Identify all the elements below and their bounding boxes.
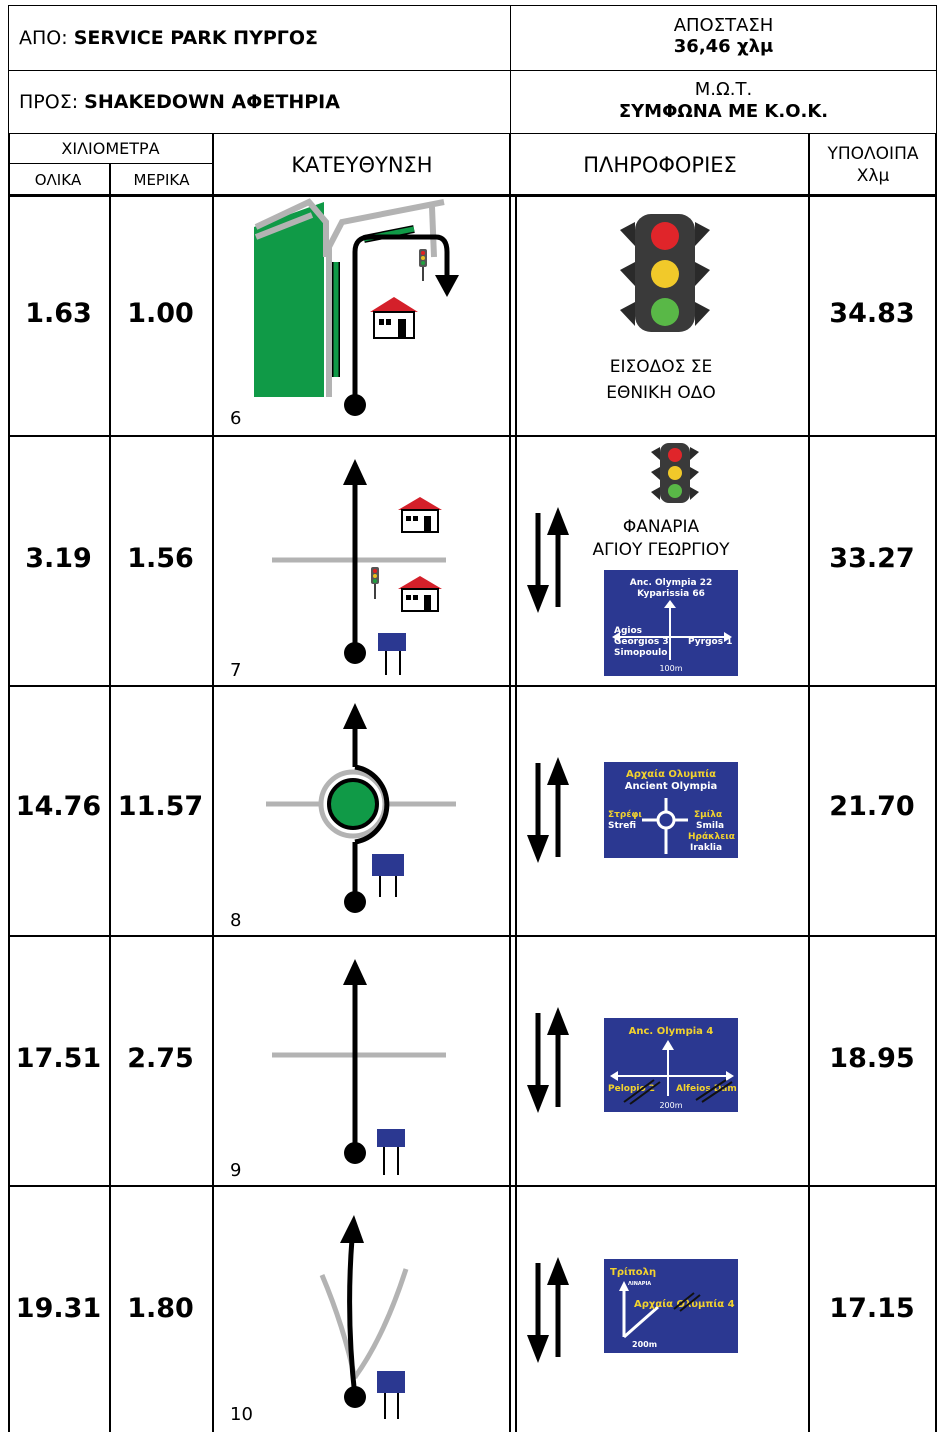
sign-text: Ancient Olympia bbox=[625, 781, 718, 792]
traffic-light-icon bbox=[419, 249, 427, 281]
total-km: 1.63 bbox=[25, 298, 92, 329]
sign-text: Στρέφι bbox=[608, 809, 642, 820]
sign-text: Αρχαία Ολυμπία 4 bbox=[634, 1298, 735, 1310]
remaining-header-2: Χλμ bbox=[856, 166, 890, 186]
sign-text: Strefi bbox=[608, 821, 636, 831]
sign-text: Pyrgos 1 bbox=[688, 637, 732, 647]
sign-text: Anc. Olympia 4 bbox=[629, 1026, 714, 1037]
sign-text: Pelopio 2 bbox=[608, 1084, 655, 1094]
sign-text: Alfeios Dam 2 bbox=[676, 1084, 738, 1094]
distance-value: 36,46 χλμ bbox=[673, 36, 774, 57]
sign-icon bbox=[378, 633, 406, 675]
info-text-2: ΕΘΝΙΚΗ ΟΔΟ bbox=[606, 383, 716, 403]
sign-text: ΛΙΝΑΡΙΑ bbox=[628, 1281, 651, 1287]
sign-text: Agios bbox=[614, 626, 642, 636]
sign-text: Τρίπολη bbox=[610, 1266, 656, 1278]
from-label: ΑΠΟ: bbox=[19, 27, 68, 49]
sign-text: Simopoulo bbox=[614, 648, 667, 658]
traffic-light-icon bbox=[620, 214, 710, 332]
row-index: 7 bbox=[230, 660, 242, 681]
row-index: 9 bbox=[230, 1160, 242, 1181]
junction-diagram bbox=[254, 198, 459, 416]
sign-text: 200m bbox=[659, 1101, 682, 1110]
total-km: 3.19 bbox=[25, 543, 92, 574]
sign-text: Anc. Olympia 22 bbox=[630, 578, 713, 588]
sign-text: 100m bbox=[659, 664, 682, 673]
road-sign-anc-olympia: Anc. Olympia 22 Kyparissia 66 Agios Geor… bbox=[604, 570, 738, 676]
partial-km: 11.57 bbox=[117, 791, 204, 822]
fork-diagram bbox=[319, 1215, 409, 1419]
sign-text: Iraklia bbox=[690, 843, 722, 853]
speed-label: Μ.Ω.Τ. bbox=[694, 79, 753, 100]
distance-label: ΑΠΟΣΤΑΣΗ bbox=[673, 15, 774, 36]
remaining-km: 17.15 bbox=[829, 1293, 915, 1324]
km-header: ΧΙΛΙΟΜΕΤΡΑ bbox=[61, 139, 160, 158]
info-text-2: ΑΓΙΟΥ ΓΕΩΡΓΙΟΥ bbox=[592, 540, 730, 560]
sign-text: Kyparissia 66 bbox=[637, 589, 705, 599]
traffic-light-icon bbox=[651, 443, 699, 503]
from-box: ΑΠΟ: SERVICE PARK ΠΥΡΓΟΣ bbox=[8, 5, 511, 71]
row-index: 6 bbox=[230, 408, 242, 429]
traffic-light-icon bbox=[371, 567, 379, 599]
speed-box: Μ.Ω.Τ. ΣΥΜΦΩΝΑ ΜΕ Κ.Ο.Κ. bbox=[510, 70, 937, 134]
road-sign-anc-olympia-4: Anc. Olympia 4 Pelopio 2 Alfeios Dam 2 2… bbox=[604, 1018, 738, 1112]
remaining-km: 34.83 bbox=[829, 298, 915, 329]
info-text-1: ΦΑΝΑΡΙΑ bbox=[622, 517, 700, 537]
remaining-km: 18.95 bbox=[829, 1043, 915, 1074]
partial-km: 2.75 bbox=[127, 1043, 194, 1074]
partial-km: 1.00 bbox=[127, 298, 194, 329]
crossroad-diagram bbox=[272, 959, 446, 1175]
sign-text: Georgios 3 bbox=[614, 637, 669, 647]
total-km: 19.31 bbox=[15, 1293, 102, 1324]
sign-icon bbox=[372, 854, 404, 897]
distance-box: ΑΠΟΣΤΑΣΗ 36,46 χλμ bbox=[510, 5, 937, 71]
direction-header: ΚΑΤΕΥΘΥΝΣΗ bbox=[291, 153, 433, 177]
from-value: SERVICE PARK ΠΥΡΓΟΣ bbox=[73, 27, 318, 49]
direction-arrows-icon bbox=[527, 757, 569, 863]
road-sign-tripoli: Τρίπολη ΛΙΝΑΡΙΑ Αρχαία Ολυμπία 4 200m bbox=[604, 1259, 738, 1353]
roundabout-diagram bbox=[266, 703, 456, 913]
to-value: SHAKEDOWN ΑΦΕΤΗΡΙΑ bbox=[84, 91, 340, 113]
sign-text: Ηράκλεια bbox=[688, 832, 735, 842]
sign-icon bbox=[377, 1129, 405, 1175]
house-icon bbox=[398, 576, 442, 612]
sign-text: Smila bbox=[696, 821, 724, 831]
total-km: 14.76 bbox=[15, 791, 102, 822]
sign-text: Αρχαία Ολυμπία bbox=[626, 768, 716, 780]
partial-km: 1.80 bbox=[127, 1293, 194, 1324]
to-label: ΠΡΟΣ: bbox=[19, 91, 79, 113]
sign-text: Σμίλα bbox=[694, 809, 722, 820]
direction-arrows-icon bbox=[527, 1257, 569, 1363]
total-header: ΟΛΙΚΑ bbox=[34, 171, 82, 189]
to-box: ΠΡΟΣ: SHAKEDOWN ΑΦΕΤΗΡΙΑ bbox=[8, 70, 511, 134]
direction-arrows-icon bbox=[527, 1007, 569, 1113]
row-index: 8 bbox=[230, 910, 242, 931]
direction-arrows-icon bbox=[527, 507, 569, 613]
partial-km: 1.56 bbox=[127, 543, 194, 574]
crossroad-diagram bbox=[272, 459, 446, 675]
speed-value: ΣΥΜΦΩΝΑ ΜΕ Κ.Ο.Κ. bbox=[618, 101, 829, 122]
info-header: ΠΛΗΡΟΦΟΡΙΕΣ bbox=[583, 153, 737, 177]
remaining-header-1: ΥΠΟΛΟΙΠΑ bbox=[827, 144, 919, 164]
house-icon bbox=[370, 297, 418, 339]
remaining-km: 33.27 bbox=[829, 543, 915, 574]
sign-icon bbox=[377, 1371, 405, 1419]
info-text-1: ΕΙΣΟΔΟΣ ΣΕ bbox=[609, 357, 713, 377]
sign-text: 200m bbox=[632, 1340, 657, 1349]
house-icon bbox=[398, 497, 442, 533]
row-index: 10 bbox=[230, 1404, 253, 1425]
total-km: 17.51 bbox=[15, 1043, 102, 1074]
partial-header: ΜΕΡΙΚΑ bbox=[133, 171, 190, 189]
remaining-km: 21.70 bbox=[829, 791, 915, 822]
road-sign-ancient-olympia: Αρχαία Ολυμπία Ancient Olympia Στρέφι St… bbox=[604, 762, 738, 858]
